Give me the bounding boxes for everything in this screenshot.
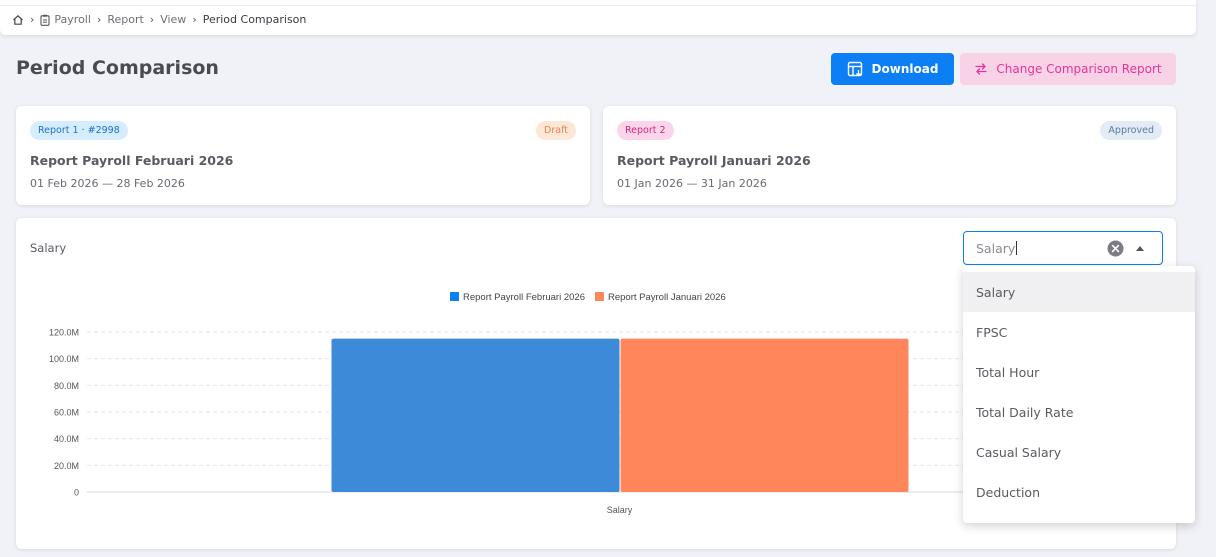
dropdown-option[interactable]: Deduction bbox=[976, 484, 1040, 500]
report-title: Report Payroll Februari 2026 bbox=[30, 153, 234, 168]
breadcrumb-label: Report bbox=[107, 13, 144, 26]
status-badge: Draft bbox=[536, 121, 576, 140]
chevron-right-icon: › bbox=[192, 13, 197, 26]
breadcrumb-report[interactable]: Report bbox=[107, 13, 143, 26]
y-tick-label: 0 bbox=[74, 488, 79, 498]
breadcrumb-view[interactable]: View bbox=[160, 13, 186, 26]
status-badge: Approved bbox=[1100, 121, 1162, 140]
chevron-right-icon: › bbox=[96, 13, 102, 26]
breadcrumb-label: View bbox=[160, 13, 187, 26]
dropdown-option[interactable]: Salary bbox=[963, 272, 1195, 312]
report-badge: Report 1 · #2998 bbox=[30, 121, 128, 140]
y-tick-label: 20.0M bbox=[54, 461, 79, 471]
y-tick-label: 60.0M bbox=[54, 408, 79, 418]
chart-card: Salary Salary 0 20.0M 40.0M 60.0M 80.0M 100.0… bbox=[16, 218, 1176, 549]
dropdown-option[interactable]: FPSC bbox=[976, 324, 1008, 340]
chevron-right-icon: › bbox=[30, 13, 35, 26]
report-dates: 01 Feb 2026 — 28 Feb 2026 bbox=[30, 177, 185, 190]
clipboard-icon bbox=[40, 14, 50, 26]
legend-swatch bbox=[594, 292, 604, 301]
report-card-1: Report 1 · #2998 Draft Report Payroll Fe… bbox=[16, 106, 590, 205]
dropdown-option[interactable]: Total Hour bbox=[976, 364, 1040, 380]
change-comparison-label: Change Comparison Report bbox=[996, 62, 1162, 76]
caret-up-icon[interactable] bbox=[1136, 246, 1144, 251]
y-tick-label: 120.0M bbox=[49, 328, 79, 338]
legend-label: Report Payroll Februari 2026 bbox=[463, 292, 585, 303]
breadcrumb-current: Period Comparison bbox=[202, 13, 307, 26]
report-badge: Report 2 bbox=[617, 121, 674, 140]
dropdown-option[interactable]: Total Daily Rate bbox=[976, 404, 1074, 420]
table-download-icon bbox=[847, 61, 862, 76]
metric-dropdown-menu: Salary FPSC Total Hour Total Daily Rate Casu… bbox=[963, 266, 1195, 523]
change-comparison-button[interactable]: Change Comparison Report bbox=[960, 53, 1176, 85]
breadcrumb-home[interactable] bbox=[12, 14, 24, 26]
download-button[interactable]: Download bbox=[831, 53, 954, 85]
page-title: Period Comparison bbox=[16, 57, 219, 79]
report-dates: 01 Jan 2026 — 31 Jan 2026 bbox=[617, 177, 767, 190]
bar-chart: 0 20.0M 40.0M 60.0M 80.0M 100.0M 120.0M Salary R… bbox=[49, 292, 1152, 515]
dropdown-option[interactable]: Casual Salary bbox=[976, 444, 1062, 460]
bar bbox=[620, 338, 909, 492]
bar bbox=[331, 338, 620, 492]
y-tick-label: 100.0M bbox=[49, 354, 79, 364]
clear-icon[interactable] bbox=[1107, 240, 1124, 257]
metric-select[interactable]: Salary bbox=[963, 231, 1163, 265]
y-tick-label: 80.0M bbox=[54, 381, 79, 391]
y-tick-label: 40.0M bbox=[54, 434, 79, 444]
breadcrumb-payroll[interactable]: Payroll bbox=[40, 13, 91, 26]
breadcrumb-label: Payroll bbox=[54, 13, 91, 26]
chart-metric-label: Salary bbox=[30, 241, 67, 255]
top-bar: › Payroll › Report › View › Period Compa… bbox=[0, 0, 1196, 35]
x-tick-label: Salary bbox=[607, 505, 633, 515]
legend-swatch bbox=[450, 292, 459, 301]
top-divider bbox=[0, 5, 1196, 6]
home-icon bbox=[13, 14, 23, 25]
chevron-right-icon: › bbox=[149, 13, 155, 26]
breadcrumb: › Payroll › Report › View › Period Compa… bbox=[12, 13, 306, 26]
metric-select-value[interactable]: Salary bbox=[976, 241, 1016, 256]
download-label: Download bbox=[871, 62, 939, 76]
swap-arrows-icon bbox=[975, 63, 988, 75]
report-title: Report Payroll Januari 2026 bbox=[617, 153, 811, 168]
legend-label: Report Payroll Januari 2026 bbox=[608, 292, 726, 303]
report-card-2: Report 2 Approved Report Payroll Januari… bbox=[603, 106, 1176, 205]
